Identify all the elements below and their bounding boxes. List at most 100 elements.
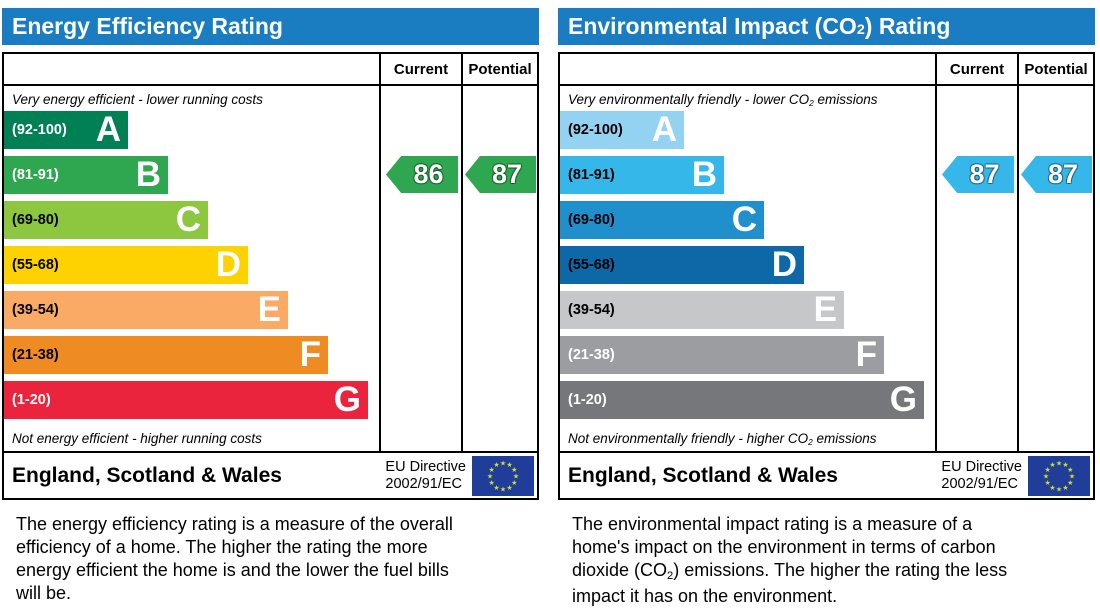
band-letter: F (299, 335, 321, 374)
band-row-c: (69-80) C (4, 201, 208, 239)
energy-efficiency-panel: Energy Efficiency Rating Current Potenti… (2, 8, 539, 608)
svg-text:★: ★ (1069, 472, 1075, 480)
band-letter: G (333, 380, 361, 419)
band-row-d: (55-68) D (4, 246, 248, 284)
title-subscript: 2 (856, 22, 865, 39)
eu-directive-line1: EU Directive (941, 458, 1022, 475)
top-note-text: Very environmentally friendly - lower CO (568, 92, 810, 107)
bottom-note-text: Not energy efficient - higher running co… (12, 431, 262, 446)
eu-directive-line2: 2002/91/EC (941, 475, 1019, 492)
svg-text:★: ★ (1049, 483, 1055, 491)
description-subscript: 2 (667, 570, 674, 583)
column-header-row: Current Potential (4, 54, 537, 86)
svg-text:★: ★ (1045, 466, 1051, 474)
top-note-text-post: emissions (813, 92, 878, 107)
chart-description: The environmental impact rating is a mea… (572, 513, 1034, 608)
svg-text:★: ★ (506, 461, 512, 469)
current-rating-arrow: 87 (942, 156, 1014, 193)
band-letter: C (175, 200, 201, 239)
description-text: The energy efficiency rating is a measur… (16, 514, 453, 603)
eu-directive-line2: 2002/91/EC (385, 475, 463, 492)
potential-column-header: Potential (1017, 54, 1093, 84)
band-letter: B (691, 155, 717, 194)
current-rating-value: 86 (413, 159, 444, 189)
band-row-e: (39-54) E (4, 291, 288, 329)
eu-directive-label: EU Directive 2002/91/EC (941, 459, 1022, 492)
potential-value-column: 87 (461, 86, 537, 451)
band-range: (55-68) (12, 257, 59, 273)
top-note: Very energy efficient - lower running co… (4, 86, 379, 111)
eu-flag-icon: ★ ★★ ★★★ ★★★ ★★★ (472, 455, 534, 496)
band-letter: A (651, 110, 677, 149)
band-letter: C (731, 200, 757, 239)
band-row-g: (1-20) G (4, 381, 368, 419)
column-header-row: Current Potential (560, 54, 1093, 86)
svg-text:★: ★ (489, 479, 495, 487)
band-letter: D (771, 245, 797, 284)
band-range: (1-20) (568, 392, 607, 408)
chart-footer: England, Scotland & Wales EU Directive 2… (560, 451, 1093, 498)
bands-column: Very environmentally friendly - lower CO… (560, 86, 935, 451)
svg-text:★: ★ (1062, 461, 1068, 469)
band-range: (55-68) (568, 257, 615, 273)
band-row-g: (1-20) G (560, 381, 924, 419)
potential-rating-value: 87 (1047, 159, 1079, 189)
bottom-note-subscript: 2 (808, 437, 813, 448)
band-row-c: (69-80) C (560, 201, 764, 239)
svg-text:★: ★ (493, 461, 499, 469)
svg-text:★: ★ (511, 466, 517, 474)
eu-directive-line1: EU Directive (385, 458, 466, 475)
svg-text:★: ★ (1067, 466, 1073, 474)
chart-description: The energy efficiency rating is a measur… (16, 513, 478, 608)
top-note-subscript: 2 (809, 98, 814, 109)
band-range: (39-54) (12, 302, 59, 318)
eu-flag-icon: ★ ★★ ★★★ ★★★ ★★★ (1028, 455, 1090, 496)
environmental-impact-chart: Current Potential Very environmentally f… (558, 52, 1095, 500)
potential-rating-arrow: 87 (1021, 156, 1092, 193)
band-letter: B (135, 155, 161, 194)
eu-directive-label: EU Directive 2002/91/EC (385, 459, 466, 492)
potential-value-column: 87 (1017, 86, 1093, 451)
band-row-f: (21-38) F (560, 336, 884, 374)
band-row-a: (92-100) A (4, 111, 128, 149)
current-rating-arrow: 86 (386, 156, 458, 193)
description-text-post: ) emissions. The higher the rating the l… (572, 560, 1008, 606)
band-range: (69-80) (568, 212, 615, 228)
bottom-note-text: Not environmentally friendly - higher CO (568, 431, 809, 446)
band-row-b: (81-91) B (4, 156, 168, 194)
top-note: Very environmentally friendly - lower CO… (560, 86, 935, 111)
band-range: (92-100) (568, 122, 623, 138)
title-text: Energy Efficiency Rating (12, 13, 283, 39)
band-letter: E (813, 290, 837, 329)
svg-text:★: ★ (493, 483, 499, 491)
bottom-note: Not energy efficient - higher running co… (4, 426, 379, 451)
bottom-note-text-post: emissions (812, 431, 877, 446)
svg-text:★: ★ (487, 472, 493, 480)
band-range: (1-20) (12, 392, 51, 408)
band-letter: D (215, 245, 241, 284)
region-label: England, Scotland & Wales (12, 463, 282, 487)
band-row-f: (21-38) F (4, 336, 328, 374)
svg-text:★: ★ (506, 483, 512, 491)
current-column-header: Current (935, 54, 1017, 84)
potential-column-header: Potential (461, 54, 537, 84)
chart-body: Very environmentally friendly - lower CO… (560, 86, 1093, 451)
band-letter: F (855, 335, 877, 374)
band-range: (81-91) (12, 167, 59, 183)
column-header-spacer (560, 54, 935, 84)
environmental-impact-title: Environmental Impact (CO 2) Rating (558, 8, 1095, 45)
svg-text:★: ★ (500, 459, 506, 467)
title-text-post: ) Rating (864, 13, 951, 39)
band-row-a: (92-100) A (560, 111, 684, 149)
current-rating-value: 87 (969, 159, 1000, 189)
band-letter: G (889, 380, 917, 419)
svg-text:★: ★ (1056, 459, 1062, 467)
band-range: (21-38) (12, 347, 59, 363)
band-range: (92-100) (12, 122, 67, 138)
svg-text:★: ★ (513, 472, 519, 480)
svg-text:★: ★ (489, 466, 495, 474)
chart-footer: England, Scotland & Wales EU Directive 2… (4, 451, 537, 498)
band-range: (69-80) (12, 212, 59, 228)
band-range: (81-91) (568, 167, 615, 183)
